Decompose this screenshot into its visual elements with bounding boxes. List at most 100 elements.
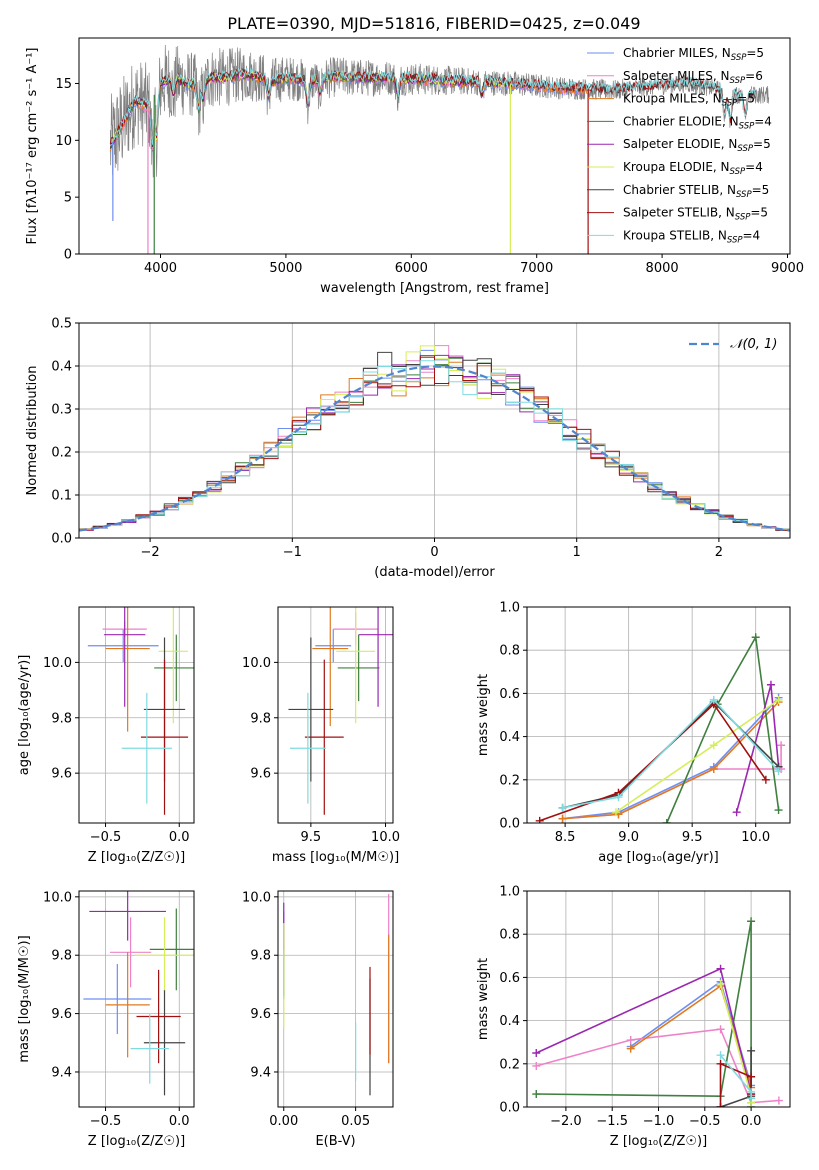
mass-weight-marker — [709, 695, 718, 704]
axes-frame — [78, 322, 791, 539]
mass-weight-line — [562, 698, 780, 809]
axis-label-x: Z [log₁₀(Z/Z☉)] — [610, 1134, 707, 1149]
tick-label-y: 9.4 — [250, 1065, 271, 1080]
mass-weight-marker — [626, 1036, 635, 1045]
mass-weight-marker — [774, 806, 783, 815]
mass-weight-marker — [751, 633, 760, 642]
mass-vs-ebv-plot-area — [283, 893, 390, 1096]
legend-label: Salpeter STELIB, NSSP=5 — [623, 206, 768, 223]
tick-label-x: −1.0 — [643, 1114, 675, 1129]
residuals-axes: −2 −1 0 1 2 0.0 0.1 0.2 0.3 0.4 0.5 (data-model)/er… — [25, 317, 791, 580]
tick-label-x: 0.0 — [741, 1114, 762, 1129]
mass-weight-marker — [716, 964, 725, 973]
axis-label-x: mass [log₁₀(M/M☉)] — [272, 850, 399, 865]
axes-frame — [526, 890, 791, 1108]
axes-frame — [526, 606, 791, 824]
mass-weight-marker — [558, 814, 567, 823]
tick-label-y: 0.4 — [499, 1014, 520, 1029]
legend-tail: =5 — [746, 46, 764, 60]
legend-label: Chabrier STELIB, NSSP=5 — [623, 183, 769, 200]
tick-label-x: −0.5 — [90, 1114, 122, 1129]
mass-weight-marker — [532, 1090, 541, 1099]
tick-label-y: 0.4 — [499, 730, 520, 745]
mass-weight-line — [630, 980, 752, 1099]
tick-label-x: −2 — [141, 545, 160, 560]
legend-label: Kroupa ELODIE, NSSP=4 — [623, 160, 763, 177]
tick-label-y: 0.0 — [499, 817, 520, 832]
tick-label-y: 1.0 — [499, 601, 520, 616]
legend-sub: SSP — [736, 190, 752, 200]
normal-reference-curve — [79, 365, 790, 532]
axis-label-y: Flux [fλ10⁻¹⁷ erg cm⁻² s⁻¹ A⁻¹] — [25, 48, 40, 245]
spectrum-model-line — [109, 67, 756, 145]
mass-weight-marker — [774, 767, 783, 776]
tick-label-y: 0.8 — [499, 928, 520, 943]
legend-tail: =5 — [752, 183, 770, 197]
mass-weight-marker — [747, 1046, 756, 1055]
tick-label-y: 0.3 — [51, 403, 72, 418]
tick-label-x: 0.0 — [169, 830, 190, 845]
tick-label-y: 10.0 — [43, 890, 72, 905]
mass-weight-marker — [716, 1051, 725, 1060]
legend-sub: SSP — [735, 213, 751, 223]
mass-weight-marker — [732, 808, 741, 817]
tick-label-x: 4000 — [144, 261, 177, 276]
mass-weight-line — [562, 697, 780, 820]
legend-tail: =4 — [754, 114, 772, 128]
tick-label-x: 9.0 — [618, 830, 639, 845]
mass-weight-line — [562, 700, 780, 809]
axes-frame — [78, 37, 791, 255]
legend-label: Salpeter ELODIE, NSSP=5 — [623, 137, 771, 154]
mass-weight-marker — [709, 765, 718, 773]
tick-label-y: 10.0 — [242, 890, 271, 905]
residuals-plot-area — [79, 345, 790, 533]
axis-label-x: wavelength [Angstrom, rest frame] — [320, 281, 549, 296]
tick-label-y: 10.0 — [43, 656, 72, 671]
tick-label-y: 9.8 — [250, 711, 271, 726]
mass-weight-marker — [747, 1072, 756, 1081]
legend-sub: SSP — [737, 144, 753, 154]
tick-label-y: 0.5 — [51, 317, 72, 332]
mass-weight-marker — [716, 1103, 725, 1107]
mass-weight-line — [562, 745, 782, 820]
spectrum-axes: 4000 5000 6000 7000 8000 9000 0 5 10 15 wavelength… — [25, 37, 804, 296]
axis-label-x: (data-model)/error — [374, 565, 495, 580]
tick-label-x: −1 — [283, 545, 302, 560]
tick-label-x: −0.5 — [90, 830, 122, 845]
tick-label-y: 0.0 — [499, 1101, 520, 1116]
legend-label: Salpeter MILES, NSSP=6 — [623, 69, 763, 86]
axes-frame — [78, 890, 195, 1108]
tick-label-y: 0.0 — [51, 532, 72, 547]
mass-weight-line — [536, 921, 752, 1107]
spectrum-model-line — [110, 67, 756, 146]
mass-weight-line — [719, 983, 752, 1103]
figure-title: PLATE=0390, MJD=51816, FIBERID=0425, z=0… — [227, 14, 640, 33]
tick-label-x: −0.5 — [689, 1114, 721, 1129]
legend-tail: =5 — [753, 137, 771, 151]
mass-weight-marker — [716, 1059, 725, 1068]
tick-label-y: 0.6 — [499, 971, 520, 986]
tick-label-x: 0 — [430, 545, 438, 560]
mass-weight-marker — [747, 1094, 756, 1103]
age-vs-mass-axes: 9.5 10.0 9.6 9.8 10.0 mass [log₁₀(M/M☉)] — [242, 606, 400, 865]
mass-weight-vs-metallicity-plot-area — [532, 917, 783, 1107]
axes-frame — [277, 890, 394, 1108]
legend-label: Kroupa STELIB, NSSP=4 — [623, 228, 760, 245]
age-vs-metallicity-axes: −0.5 0.0 9.6 9.8 10.0 Z [log₁₀(Z/Z☉)] age [log… — [17, 606, 195, 865]
legend-tail: =6 — [745, 69, 763, 83]
tick-label-x: 10.0 — [371, 830, 400, 845]
tick-label-y: 9.8 — [51, 949, 72, 964]
tick-label-x: 6000 — [395, 261, 428, 276]
axes-frame — [277, 606, 394, 824]
tick-label-y: 0.8 — [499, 644, 520, 659]
tick-label-y: 15 — [55, 77, 72, 92]
mass-weight-vs-metallicity-axes: −2.0 −1.5 −1.0 −0.5 0.0 0.0 0.2 0.4 0.6 0.8 1.0 Z [… — [476, 885, 791, 1149]
tick-label-x: 2 — [715, 545, 723, 560]
mass-weight-vs-age-axes: 8.5 9.0 9.5 10.0 0.0 0.2 0.4 0.6 0.8 1.0 age [log₁… — [476, 601, 791, 865]
legend-sub: SSP — [730, 167, 746, 177]
tick-label-x: −1.5 — [596, 1114, 628, 1129]
tick-label-y: 0.6 — [499, 687, 520, 702]
mass-weight-marker — [532, 1049, 541, 1057]
legend-label: 𝒩(0, 1) — [730, 337, 777, 352]
